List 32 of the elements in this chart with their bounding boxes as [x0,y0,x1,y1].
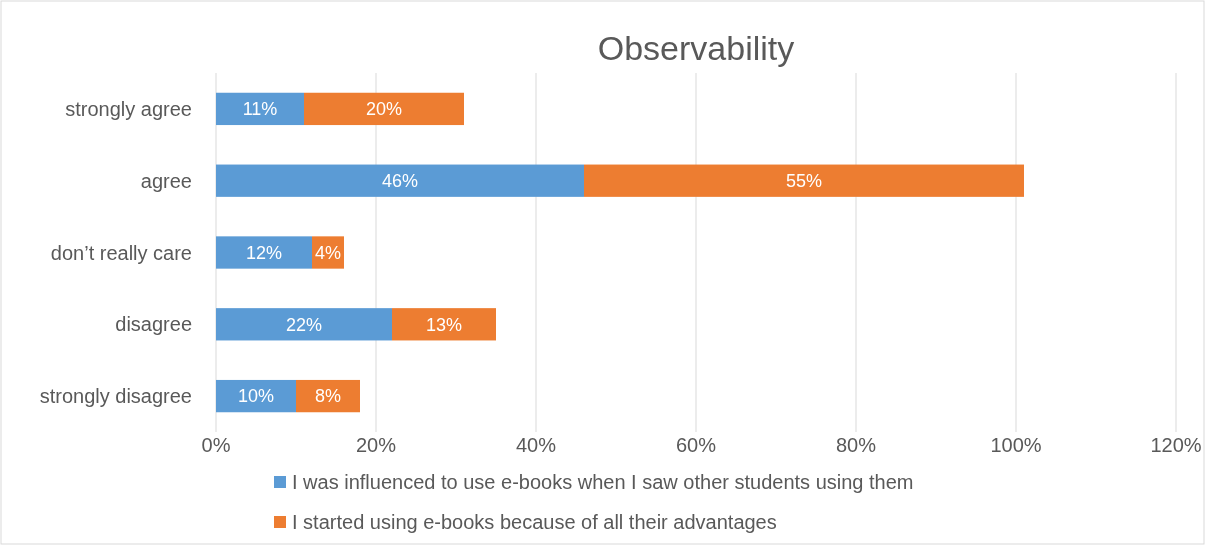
data-label: 4% [314,242,342,263]
data-label: 46% [381,171,419,191]
x-tick-label: 20% [355,434,397,456]
bar [216,164,584,197]
chart-title: Observability [597,29,795,67]
bar [392,308,496,341]
y-tick-label: disagree [115,313,192,336]
bar [584,164,1024,197]
data-label: 13% [425,314,463,335]
x-tick-label: 100% [990,434,1042,456]
data-label: 12% [245,242,283,263]
x-tick-label: 80% [835,434,877,456]
bar [216,308,392,341]
data-label: 22% [285,314,323,335]
x-tick-label: 40% [515,434,557,456]
y-tick-label: don’t really care [50,241,192,264]
y-tick-label: strongly agree [65,97,192,120]
data-label: 20% [365,99,403,120]
x-tick-label: 0% [201,434,231,456]
y-tick-label: agree [140,169,192,192]
data-label: 8% [314,386,342,407]
bar [216,92,304,126]
bar [304,92,464,126]
data-label: 10% [237,386,275,407]
x-tick-label: 60% [675,434,717,456]
y-tick-label: strongly disagree [39,385,192,408]
data-label: 11% [242,99,278,120]
data-label: 55% [785,171,823,191]
x-tick-label: 120% [1150,434,1202,456]
legend-label: I was influenced to use e-books when I saw other students using them [292,471,914,493]
bar [216,236,312,269]
legend-label: I started using e-books because of all their advantages [292,511,777,533]
